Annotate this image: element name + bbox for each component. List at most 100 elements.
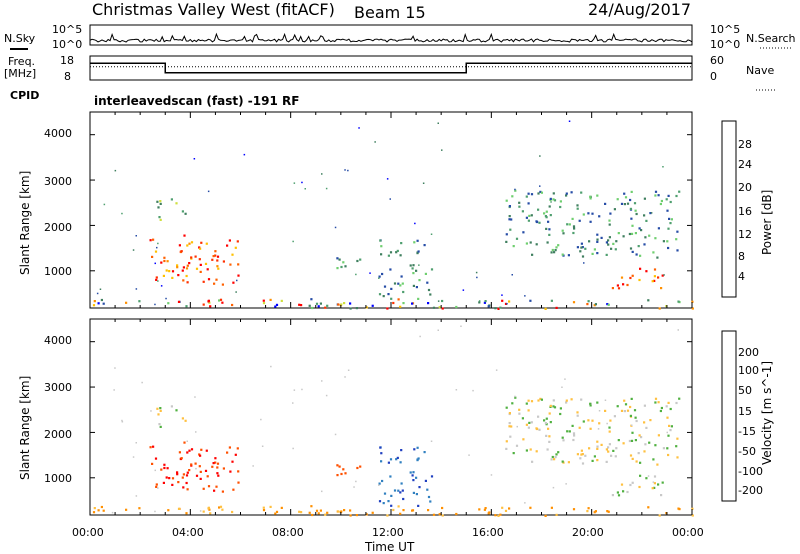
power-echo-cell bbox=[657, 227, 660, 230]
power-echo-cell bbox=[138, 300, 141, 303]
velocity-echo-cell bbox=[182, 473, 185, 476]
power-echo-cell bbox=[427, 288, 431, 292]
velocity-echo-cell bbox=[183, 441, 186, 444]
power-noise-cell bbox=[663, 274, 665, 276]
power-echo-cell bbox=[593, 304, 596, 307]
power-echo-cell bbox=[582, 213, 585, 216]
xtick-1600: 16:00 bbox=[472, 526, 504, 539]
power-echo-cell bbox=[561, 253, 564, 256]
velocity-echo-cell bbox=[543, 419, 546, 422]
power-echo-cell bbox=[483, 301, 486, 304]
power-echo-cell bbox=[536, 220, 539, 224]
xtick-1200: 12:00 bbox=[372, 526, 404, 539]
power-echo-cell bbox=[657, 194, 660, 197]
nsky-tick-top: 10^5 bbox=[52, 23, 83, 36]
velocity-echo-cell bbox=[576, 414, 579, 417]
velocity-echo-cell bbox=[622, 490, 625, 493]
velocity-echo-cell bbox=[441, 514, 444, 517]
velocity-echo-cell bbox=[180, 457, 183, 460]
velocity-echo-cell bbox=[231, 460, 234, 463]
power-echo-cell bbox=[411, 267, 414, 270]
velocity-echo-cell bbox=[181, 417, 184, 420]
velocity-echo-cell bbox=[199, 470, 202, 473]
power-echo-cell bbox=[343, 302, 346, 305]
power-echo-cell bbox=[631, 250, 634, 253]
power-echo-cell bbox=[499, 306, 502, 309]
velocity-echo-cell bbox=[409, 471, 412, 474]
velocity-echo-cell bbox=[653, 482, 656, 485]
power-echo-cell bbox=[213, 282, 216, 285]
velocity-echo-cell bbox=[380, 460, 383, 463]
velocity-noise-cell bbox=[495, 369, 498, 371]
velocity-echo-cell bbox=[171, 477, 175, 480]
velocity-echo-cell bbox=[424, 479, 427, 482]
power-echo-cell bbox=[543, 212, 546, 215]
power-echo-cell bbox=[163, 259, 166, 263]
velocity-echo-cell bbox=[501, 506, 504, 509]
power-echo-cell bbox=[396, 249, 399, 252]
power-echo-cell bbox=[152, 238, 155, 241]
power-echo-cell bbox=[308, 304, 311, 307]
power-echo-cell bbox=[185, 267, 189, 270]
velocity-noise-cell bbox=[514, 395, 516, 398]
power-echo-cell bbox=[158, 216, 161, 219]
power-echo-cell bbox=[568, 223, 571, 226]
power-cb-16: 16 bbox=[738, 205, 752, 218]
power-echo-cell bbox=[653, 279, 656, 282]
power-echo-cell bbox=[665, 305, 668, 308]
power-echo-cell bbox=[219, 298, 223, 301]
velocity-echo-cell bbox=[338, 465, 341, 468]
power-echo-cell bbox=[395, 251, 398, 254]
power-noise-cell bbox=[476, 276, 478, 279]
velocity-noise-cell bbox=[199, 510, 202, 512]
nsearch-label: N.Search bbox=[746, 32, 796, 45]
power-echo-cell bbox=[554, 249, 557, 252]
power-echo-cell bbox=[576, 204, 579, 207]
velocity-echo-cell bbox=[527, 409, 530, 412]
power-echo-cell bbox=[484, 300, 487, 303]
power-echo-cell bbox=[511, 195, 514, 198]
velocity-noise-cell bbox=[150, 410, 152, 412]
velocity-echo-cell bbox=[615, 447, 618, 450]
power-echo-cell bbox=[518, 205, 521, 208]
power-echo-cell bbox=[349, 307, 352, 310]
velocity-echo-cell bbox=[540, 398, 543, 401]
power-echo-cell bbox=[551, 248, 554, 252]
velocity-echo-cell bbox=[181, 476, 184, 479]
velocity-echo-cell bbox=[159, 409, 162, 412]
power-noise-cell bbox=[347, 169, 349, 172]
power-echo-cell bbox=[202, 303, 205, 306]
velocity-echo-cell bbox=[634, 439, 637, 442]
velocity-echo-cell bbox=[572, 438, 575, 442]
velocity-echo-cell bbox=[572, 432, 576, 435]
power-noise-cell bbox=[524, 295, 526, 297]
power-echo-cell bbox=[515, 237, 519, 240]
power-echo-cell bbox=[538, 221, 541, 224]
velocity-echo-cell bbox=[593, 511, 596, 514]
velocity-echo-cell bbox=[629, 414, 632, 417]
power-echo-cell bbox=[643, 197, 646, 200]
power-echo-cell bbox=[611, 287, 614, 290]
power-echo-cell bbox=[591, 252, 594, 255]
nsky-label: N.Sky bbox=[4, 32, 36, 45]
velocity-noise-cell bbox=[260, 418, 262, 421]
power-echo-cell bbox=[547, 220, 550, 223]
power-echo-cell bbox=[589, 195, 592, 198]
velocity-echo-cell bbox=[298, 510, 301, 513]
power-echo-cell bbox=[525, 216, 528, 219]
velocity-echo-cell bbox=[186, 471, 189, 474]
velocity-echo-cell bbox=[530, 421, 533, 424]
velocity-echo-cell bbox=[607, 450, 610, 453]
power-echo-cell bbox=[645, 219, 648, 222]
power-echo-cell bbox=[545, 227, 548, 230]
velocity-echo-cell bbox=[427, 495, 431, 499]
power-echo-cell bbox=[218, 299, 221, 302]
vel-cb-15: 15 bbox=[738, 405, 752, 418]
velocity-echo-cell bbox=[340, 472, 343, 476]
xtick-0800: 08:00 bbox=[272, 526, 304, 539]
xtick-2000: 20:00 bbox=[572, 526, 604, 539]
power-echo-cell bbox=[594, 303, 597, 306]
velocity-echo-cell bbox=[554, 456, 557, 459]
power-echo-cell bbox=[412, 264, 415, 267]
velocity-noise-cell bbox=[321, 490, 323, 493]
